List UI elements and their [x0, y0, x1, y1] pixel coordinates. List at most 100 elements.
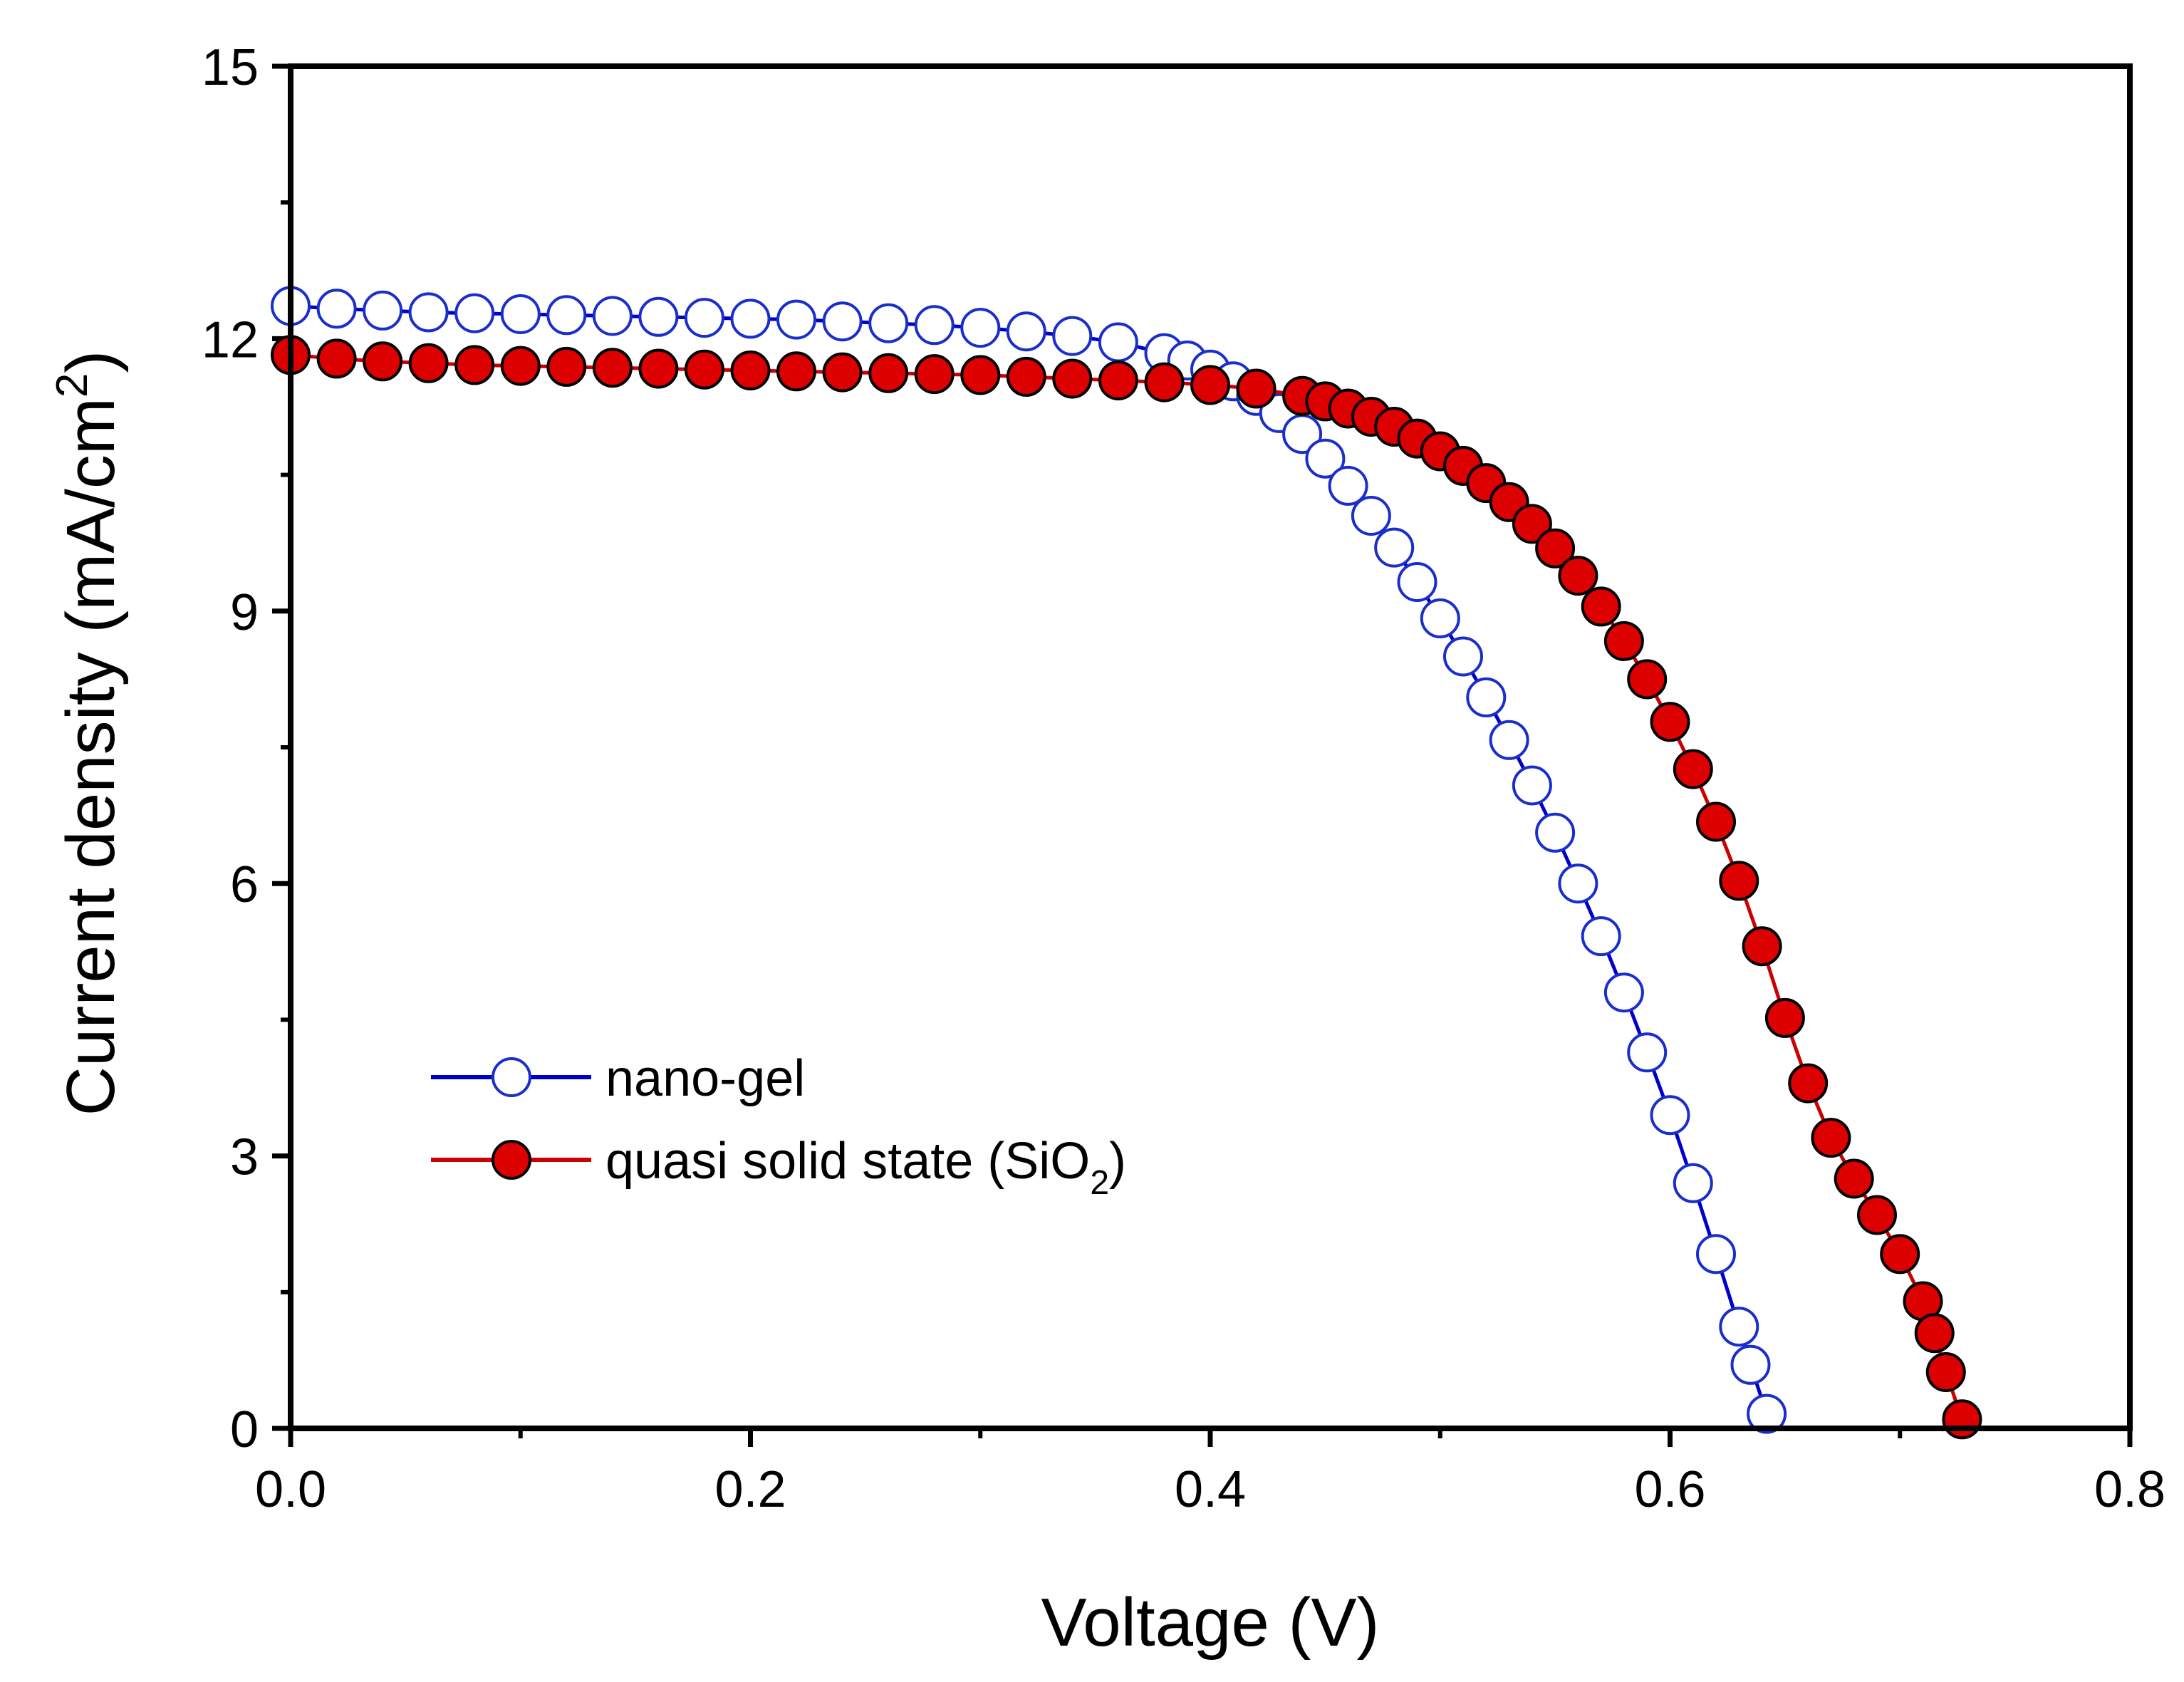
data-point-quasi-solid-state — [730, 351, 771, 390]
legend-marker-nano-gel — [492, 1057, 531, 1097]
data-point-quasi-solid-state — [1673, 749, 1713, 789]
data-point-quasi-solid-state — [1581, 586, 1621, 627]
data-point-nano-gel — [1098, 322, 1138, 363]
data-point-nano-gel — [914, 305, 955, 346]
data-point-quasi-solid-state — [316, 338, 357, 379]
data-point-nano-gel — [1696, 1234, 1736, 1275]
data-point-quasi-solid-state — [1190, 365, 1230, 405]
data-point-nano-gel — [363, 290, 403, 331]
data-point-quasi-solid-state — [1052, 358, 1093, 399]
data-point-nano-gel — [1581, 916, 1621, 957]
data-point-nano-gel — [1489, 720, 1529, 760]
data-point-nano-gel — [1650, 1095, 1690, 1136]
series-quasi-solid-state — [271, 335, 1982, 1440]
data-point-nano-gel — [1305, 438, 1346, 479]
data-point-nano-gel — [1558, 863, 1598, 904]
data-point-quasi-solid-state — [1236, 368, 1276, 409]
data-point-quasi-solid-state — [960, 355, 1001, 395]
data-point-nano-gel — [500, 294, 541, 334]
x-tick-label: 0.4 — [1175, 1461, 1246, 1518]
y-tick-label: 0 — [230, 1401, 259, 1458]
legend-label-quasi-subscript: 2 — [1090, 1164, 1109, 1202]
data-point-nano-gel — [454, 293, 495, 333]
data-point-nano-gel — [1397, 562, 1437, 602]
data-point-quasi-solid-state — [1811, 1118, 1851, 1158]
data-point-quasi-solid-state — [1942, 1399, 1982, 1440]
data-point-nano-gel — [638, 296, 679, 337]
y-tick-label: 3 — [230, 1129, 259, 1186]
data-point-quasi-solid-state — [1719, 861, 1759, 901]
data-point-quasi-solid-state — [1696, 801, 1736, 842]
legend-marker-quasi-solid-state — [492, 1140, 531, 1180]
data-point-quasi-solid-state — [1788, 1063, 1829, 1104]
plot-frame — [288, 63, 2133, 1431]
data-point-quasi-solid-state — [1512, 504, 1552, 544]
data-point-nano-gel — [592, 296, 633, 336]
data-point-quasi-solid-state — [1627, 659, 1668, 700]
data-point-quasi-solid-state — [1650, 702, 1690, 742]
data-point-quasi-solid-state — [363, 341, 403, 382]
data-point-nano-gel — [1374, 527, 1415, 568]
data-point-nano-gel — [1351, 496, 1391, 536]
data-point-nano-gel — [1328, 465, 1368, 506]
data-point-nano-gel — [1673, 1163, 1713, 1203]
data-point-nano-gel — [1052, 316, 1093, 356]
data-point-quasi-solid-state — [638, 348, 679, 389]
data-point-nano-gel — [730, 298, 771, 339]
data-point-quasi-solid-state — [592, 348, 633, 388]
data-point-nano-gel — [1719, 1307, 1759, 1347]
data-point-quasi-solid-state — [1834, 1158, 1874, 1199]
legend-label-quasi-solid-state: quasi solid state (SiO2) — [605, 1133, 1126, 1202]
y-tick-label: 15 — [202, 39, 259, 96]
data-point-quasi-solid-state — [1098, 360, 1138, 400]
data-point-nano-gel — [1420, 598, 1460, 638]
series-nano-gel — [271, 286, 1787, 1434]
data-point-quasi-solid-state — [1603, 621, 1644, 661]
x-axis-title: Voltage (V) — [1041, 1584, 1380, 1661]
data-point-quasi-solid-state — [868, 353, 909, 393]
tick-labels: 0.0 0.2 0.4 0.6 0.8 0 3 6 9 12 15 — [202, 39, 2165, 1518]
data-point-nano-gel — [1747, 1393, 1787, 1434]
data-point-quasi-solid-state — [1914, 1313, 1955, 1354]
x-tick-label: 0.0 — [255, 1461, 326, 1518]
data-point-nano-gel — [822, 301, 863, 342]
legend-label-nano-gel: nano-gel — [605, 1050, 805, 1107]
data-point-nano-gel — [1006, 311, 1046, 352]
data-point-nano-gel — [776, 299, 816, 340]
legend: nano-gel quasi solid state (SiO2) — [431, 1050, 1126, 1202]
data-series — [271, 286, 1982, 1440]
data-point-quasi-solid-state — [1558, 556, 1598, 596]
y-tick-label: 6 — [230, 856, 259, 913]
data-point-quasi-solid-state — [546, 346, 587, 387]
data-point-nano-gel — [1535, 812, 1576, 853]
y-axis-title-main: Current density (mA/cm — [53, 398, 129, 1116]
data-point-nano-gel — [960, 308, 1001, 348]
legend-label-quasi-close: ) — [1109, 1133, 1126, 1190]
data-point-quasi-solid-state — [1535, 528, 1576, 569]
data-point-nano-gel — [1512, 765, 1552, 806]
data-point-quasi-solid-state — [1742, 926, 1782, 967]
data-point-quasi-solid-state — [914, 354, 955, 395]
data-point-nano-gel — [1466, 677, 1507, 717]
data-point-quasi-solid-state — [1880, 1234, 1920, 1275]
x-tick-label: 0.2 — [714, 1461, 786, 1518]
data-point-nano-gel — [1627, 1032, 1668, 1073]
y-tick-label: 9 — [230, 584, 259, 641]
data-point-quasi-solid-state — [454, 345, 495, 385]
data-point-quasi-solid-state — [500, 346, 541, 386]
data-point-quasi-solid-state — [1006, 356, 1046, 397]
data-point-quasi-solid-state — [408, 343, 449, 383]
x-tick-label: 0.6 — [1634, 1461, 1705, 1518]
data-point-quasi-solid-state — [684, 349, 724, 390]
data-point-quasi-solid-state — [1925, 1352, 1966, 1392]
data-point-quasi-solid-state — [1764, 997, 1805, 1038]
data-point-quasi-solid-state — [1857, 1195, 1897, 1235]
data-point-nano-gel — [684, 298, 724, 338]
y-axis-title-close: ) — [53, 351, 129, 373]
data-point-nano-gel — [1730, 1344, 1771, 1385]
data-point-nano-gel — [408, 292, 449, 333]
data-point-nano-gel — [1603, 972, 1644, 1013]
legend-label-quasi-main: quasi solid state (SiO — [605, 1133, 1090, 1190]
